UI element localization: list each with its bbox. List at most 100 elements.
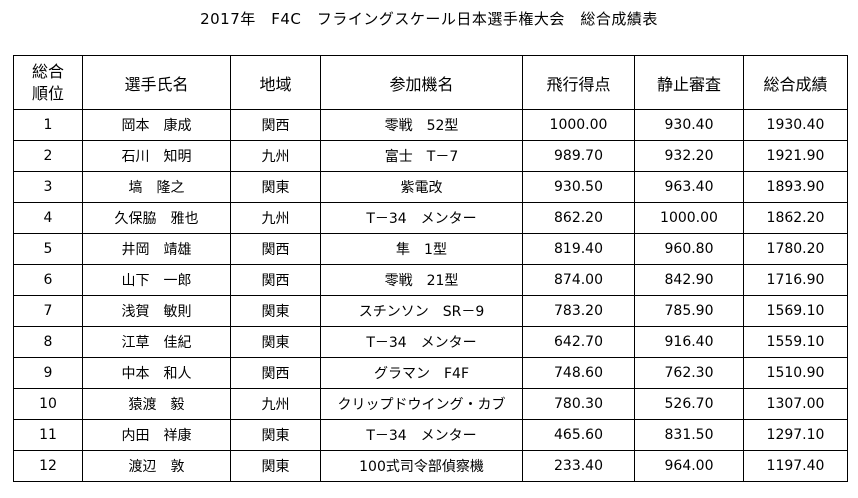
total-score-cell: 1921.90 (743, 140, 848, 172)
rank-cell: 5 (13, 233, 83, 265)
table-row: 1 岡本 康成 関西 零戦 52型 1000.00 930.40 1930.40 (13, 109, 848, 141)
static-score-cell: 932.20 (634, 140, 744, 172)
flight-score-cell: 233.40 (522, 450, 635, 482)
total-score-cell: 1930.40 (743, 109, 848, 141)
table-row: 6 山下 一郎 関西 零戦 21型 874.00 842.90 1716.90 (13, 264, 848, 296)
total-score-cell: 1510.90 (743, 357, 848, 389)
static-score-cell: 930.40 (634, 109, 744, 141)
name-cell: 内田 祥康 (82, 419, 231, 451)
flight-score-cell: 874.00 (522, 264, 635, 296)
header-total-score: 総合成績 (743, 55, 848, 110)
total-score-cell: 1307.00 (743, 388, 848, 420)
model-cell: 零戦 52型 (320, 109, 523, 141)
rank-cell: 9 (13, 357, 83, 389)
region-cell: 関東 (230, 295, 321, 327)
static-score-cell: 960.80 (634, 233, 744, 265)
flight-score-cell: 783.20 (522, 295, 635, 327)
region-cell: 関東 (230, 326, 321, 358)
rank-cell: 2 (13, 140, 83, 172)
static-score-cell: 831.50 (634, 419, 744, 451)
header-rank: 総合 順位 (13, 55, 83, 110)
name-cell: 猿渡 毅 (82, 388, 231, 420)
model-cell: 零戦 21型 (320, 264, 523, 296)
name-cell: 中本 和人 (82, 357, 231, 389)
table-row: 12 渡辺 敦関東 100式司令部偵察機 233.40 964.00 1197.40 (13, 450, 848, 482)
rank-cell: 6 (13, 264, 83, 296)
rank-cell: 12 (13, 450, 83, 482)
rank-cell: 4 (13, 202, 83, 234)
name-cell: 江草 佳紀 (82, 326, 231, 358)
model-cell: 100式司令部偵察機 (320, 450, 523, 482)
table-row: 7 浅賀 敏則 関東 スチンソン SR－9 783.20 785.90 1569.10 (13, 295, 848, 327)
total-score-cell: 1893.90 (743, 171, 848, 203)
flight-score-cell: 862.20 (522, 202, 635, 234)
flight-score-cell: 819.40 (522, 233, 635, 265)
static-score-cell: 526.70 (634, 388, 744, 420)
static-score-cell: 963.40 (634, 171, 744, 203)
name-cell: 井岡 靖雄 (82, 233, 231, 265)
static-score-cell: 964.00 (634, 450, 744, 482)
model-cell: 隼 1型 (320, 233, 523, 265)
model-cell: クリップドウイング・カブ (320, 388, 523, 420)
rank-cell: 1 (13, 109, 83, 141)
static-score-cell: 785.90 (634, 295, 744, 327)
results-body: 1 岡本 康成 関西 零戦 52型 1000.00 930.40 1930.40 2 石川 知明… (13, 109, 848, 482)
region-cell: 関西 (230, 233, 321, 265)
static-score-cell: 1000.00 (634, 202, 744, 234)
table-row: 11 内田 祥康 関東 T－34 メンター 465.60 831.50 1297.10 (13, 419, 848, 451)
name-cell: 岡本 康成 (82, 109, 231, 141)
table-row: 4 久保脇 雅也 九州 T－34 メンター 862.20 1000.00 1862.20 (13, 202, 848, 234)
table-row: 9 中本 和人 関西 グラマン F4F 748.60 762.30 1510.90 (13, 357, 848, 389)
flight-score-cell: 1000.00 (522, 109, 635, 141)
region-cell: 九州 (230, 140, 321, 172)
flight-score-cell: 780.30 (522, 388, 635, 420)
flight-score-cell: 989.70 (522, 140, 635, 172)
rank-cell: 7 (13, 295, 83, 327)
rank-cell: 3 (13, 171, 83, 203)
static-score-cell: 762.30 (634, 357, 744, 389)
header-rank-line1: 総合 (31, 61, 64, 81)
model-cell: T－34 メンター (320, 419, 523, 451)
model-cell: T－34 メンター (320, 326, 523, 358)
table-row: 8 江草 佳紀 関東 T－34 メンター 642.70 916.40 1559.10 (13, 326, 848, 358)
name-cell: 渡辺 敦 (82, 450, 231, 482)
total-score-cell: 1569.10 (743, 295, 848, 327)
region-cell: 関西 (230, 357, 321, 389)
name-cell: 山下 一郎 (82, 264, 231, 296)
header-flight-score: 飛行得点 (522, 55, 635, 110)
model-cell: スチンソン SR－9 (320, 295, 523, 327)
results-table: 総合 順位 選手氏名 地域 参加機名 飛行得点 静止審査 総合成績 1 岡本 康成… (13, 55, 848, 482)
flight-score-cell: 748.60 (522, 357, 635, 389)
rank-cell: 11 (13, 419, 83, 451)
document-title: 2017年 F4C フライングスケール日本選手権大会 総合成績表 (200, 10, 658, 28)
name-cell: 久保脇 雅也 (82, 202, 231, 234)
static-score-cell: 916.40 (634, 326, 744, 358)
rank-cell: 8 (13, 326, 83, 358)
header-name: 選手氏名 (82, 55, 231, 110)
total-score-cell: 1716.90 (743, 264, 848, 296)
header-static-score: 静止審査 (634, 55, 744, 110)
header-region: 地域 (230, 55, 321, 110)
table-row: 2 石川 知明 九州 富士 T－7 989.70 932.20 1921.90 (13, 140, 848, 172)
name-cell: 石川 知明 (82, 140, 231, 172)
region-cell: 九州 (230, 388, 321, 420)
flight-score-cell: 930.50 (522, 171, 635, 203)
name-cell: 浅賀 敏則 (82, 295, 231, 327)
model-cell: 富士 T－7 (320, 140, 523, 172)
table-row: 5 井岡 靖雄 関西隼 1型 819.40 960.80 1780.20 (13, 233, 848, 265)
region-cell: 関西 (230, 109, 321, 141)
total-score-cell: 1559.10 (743, 326, 848, 358)
total-score-cell: 1780.20 (743, 233, 848, 265)
model-cell: グラマン F4F (320, 357, 523, 389)
region-cell: 関東 (230, 450, 321, 482)
region-cell: 関東 (230, 419, 321, 451)
rank-cell: 10 (13, 388, 83, 420)
header-rank-line2: 順位 (31, 83, 64, 103)
region-cell: 関西 (230, 264, 321, 296)
flight-score-cell: 642.70 (522, 326, 635, 358)
header-row: 総合 順位 選手氏名 地域 参加機名 飛行得点 静止審査 総合成績 (13, 55, 848, 110)
model-cell: T－34 メンター (320, 202, 523, 234)
model-cell: 紫電改 (320, 171, 523, 203)
table-row: 10 猿渡 毅九州 クリップドウイング・カブ 780.30 526.70 1307.00 (13, 388, 848, 420)
